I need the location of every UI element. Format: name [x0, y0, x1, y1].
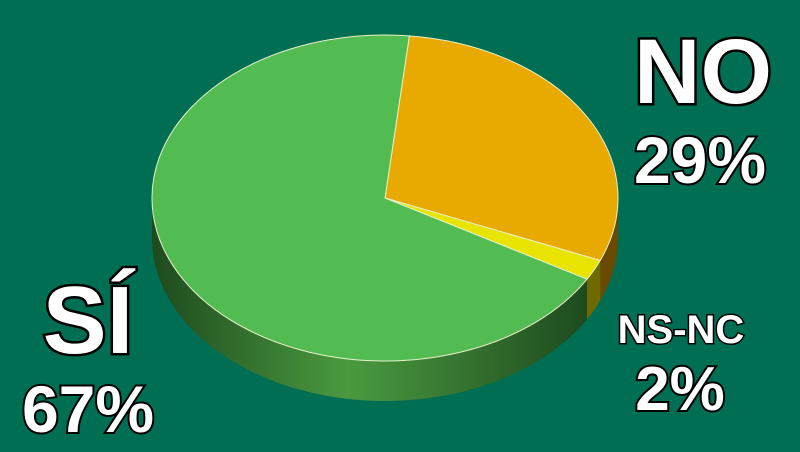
label-no: NO — [634, 21, 772, 123]
label-si: SÍ — [43, 267, 136, 374]
slice-s — [151, 34, 588, 362]
value-si: 67% — [22, 372, 154, 446]
slice-side-s — [152, 198, 588, 401]
slice-side-no — [600, 198, 618, 301]
value-ns-nc: 2% — [635, 355, 725, 424]
slice-no — [384, 35, 619, 262]
value-no: 29% — [634, 123, 766, 197]
label-ns-nc: NS-NC — [618, 308, 745, 352]
